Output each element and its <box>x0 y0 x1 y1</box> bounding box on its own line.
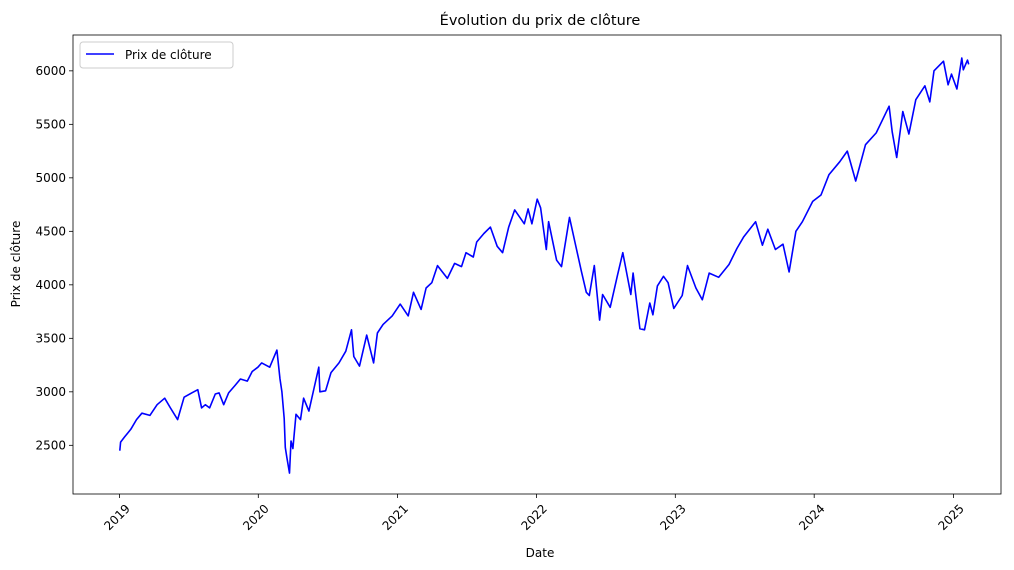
x-tick-label: 2022 <box>518 502 549 533</box>
y-tick-label: 4000 <box>35 278 66 292</box>
plot-frame <box>72 34 1002 495</box>
x-axis-label: Date <box>526 546 555 560</box>
y-tick-label: 5500 <box>35 117 66 131</box>
legend-label: Prix de clôture <box>125 48 212 62</box>
y-tick-label: 4500 <box>35 224 66 238</box>
plot-layer <box>119 57 970 474</box>
y-tick-label: 6000 <box>35 64 66 78</box>
y-axis: 2500 3000 3500 4000 4500 5000 5500 6000 <box>35 64 73 452</box>
x-axis: 2019 2020 2021 2022 2023 2024 2025 <box>101 494 967 533</box>
x-tick-label: 2020 <box>240 502 271 533</box>
legend: Prix de clôture <box>79 41 234 69</box>
series-line-0 <box>119 57 970 474</box>
legend-box <box>79 41 234 69</box>
y-tick-label: 3000 <box>35 385 66 399</box>
y-tick-label: 5000 <box>35 171 66 185</box>
x-tick-label: 2021 <box>380 502 411 533</box>
x-tick-label: 2019 <box>101 502 132 533</box>
y-axis-label: Prix de clôture <box>9 221 23 308</box>
x-tick-label: 2023 <box>657 502 688 533</box>
y-tick-label: 3500 <box>35 331 66 345</box>
chart-title: Évolution du prix de clôture <box>440 12 641 29</box>
x-tick-label: 2024 <box>796 502 827 533</box>
y-tick-label: 2500 <box>35 438 66 452</box>
x-tick-label: 2025 <box>935 502 966 533</box>
plot-area <box>73 35 1001 494</box>
